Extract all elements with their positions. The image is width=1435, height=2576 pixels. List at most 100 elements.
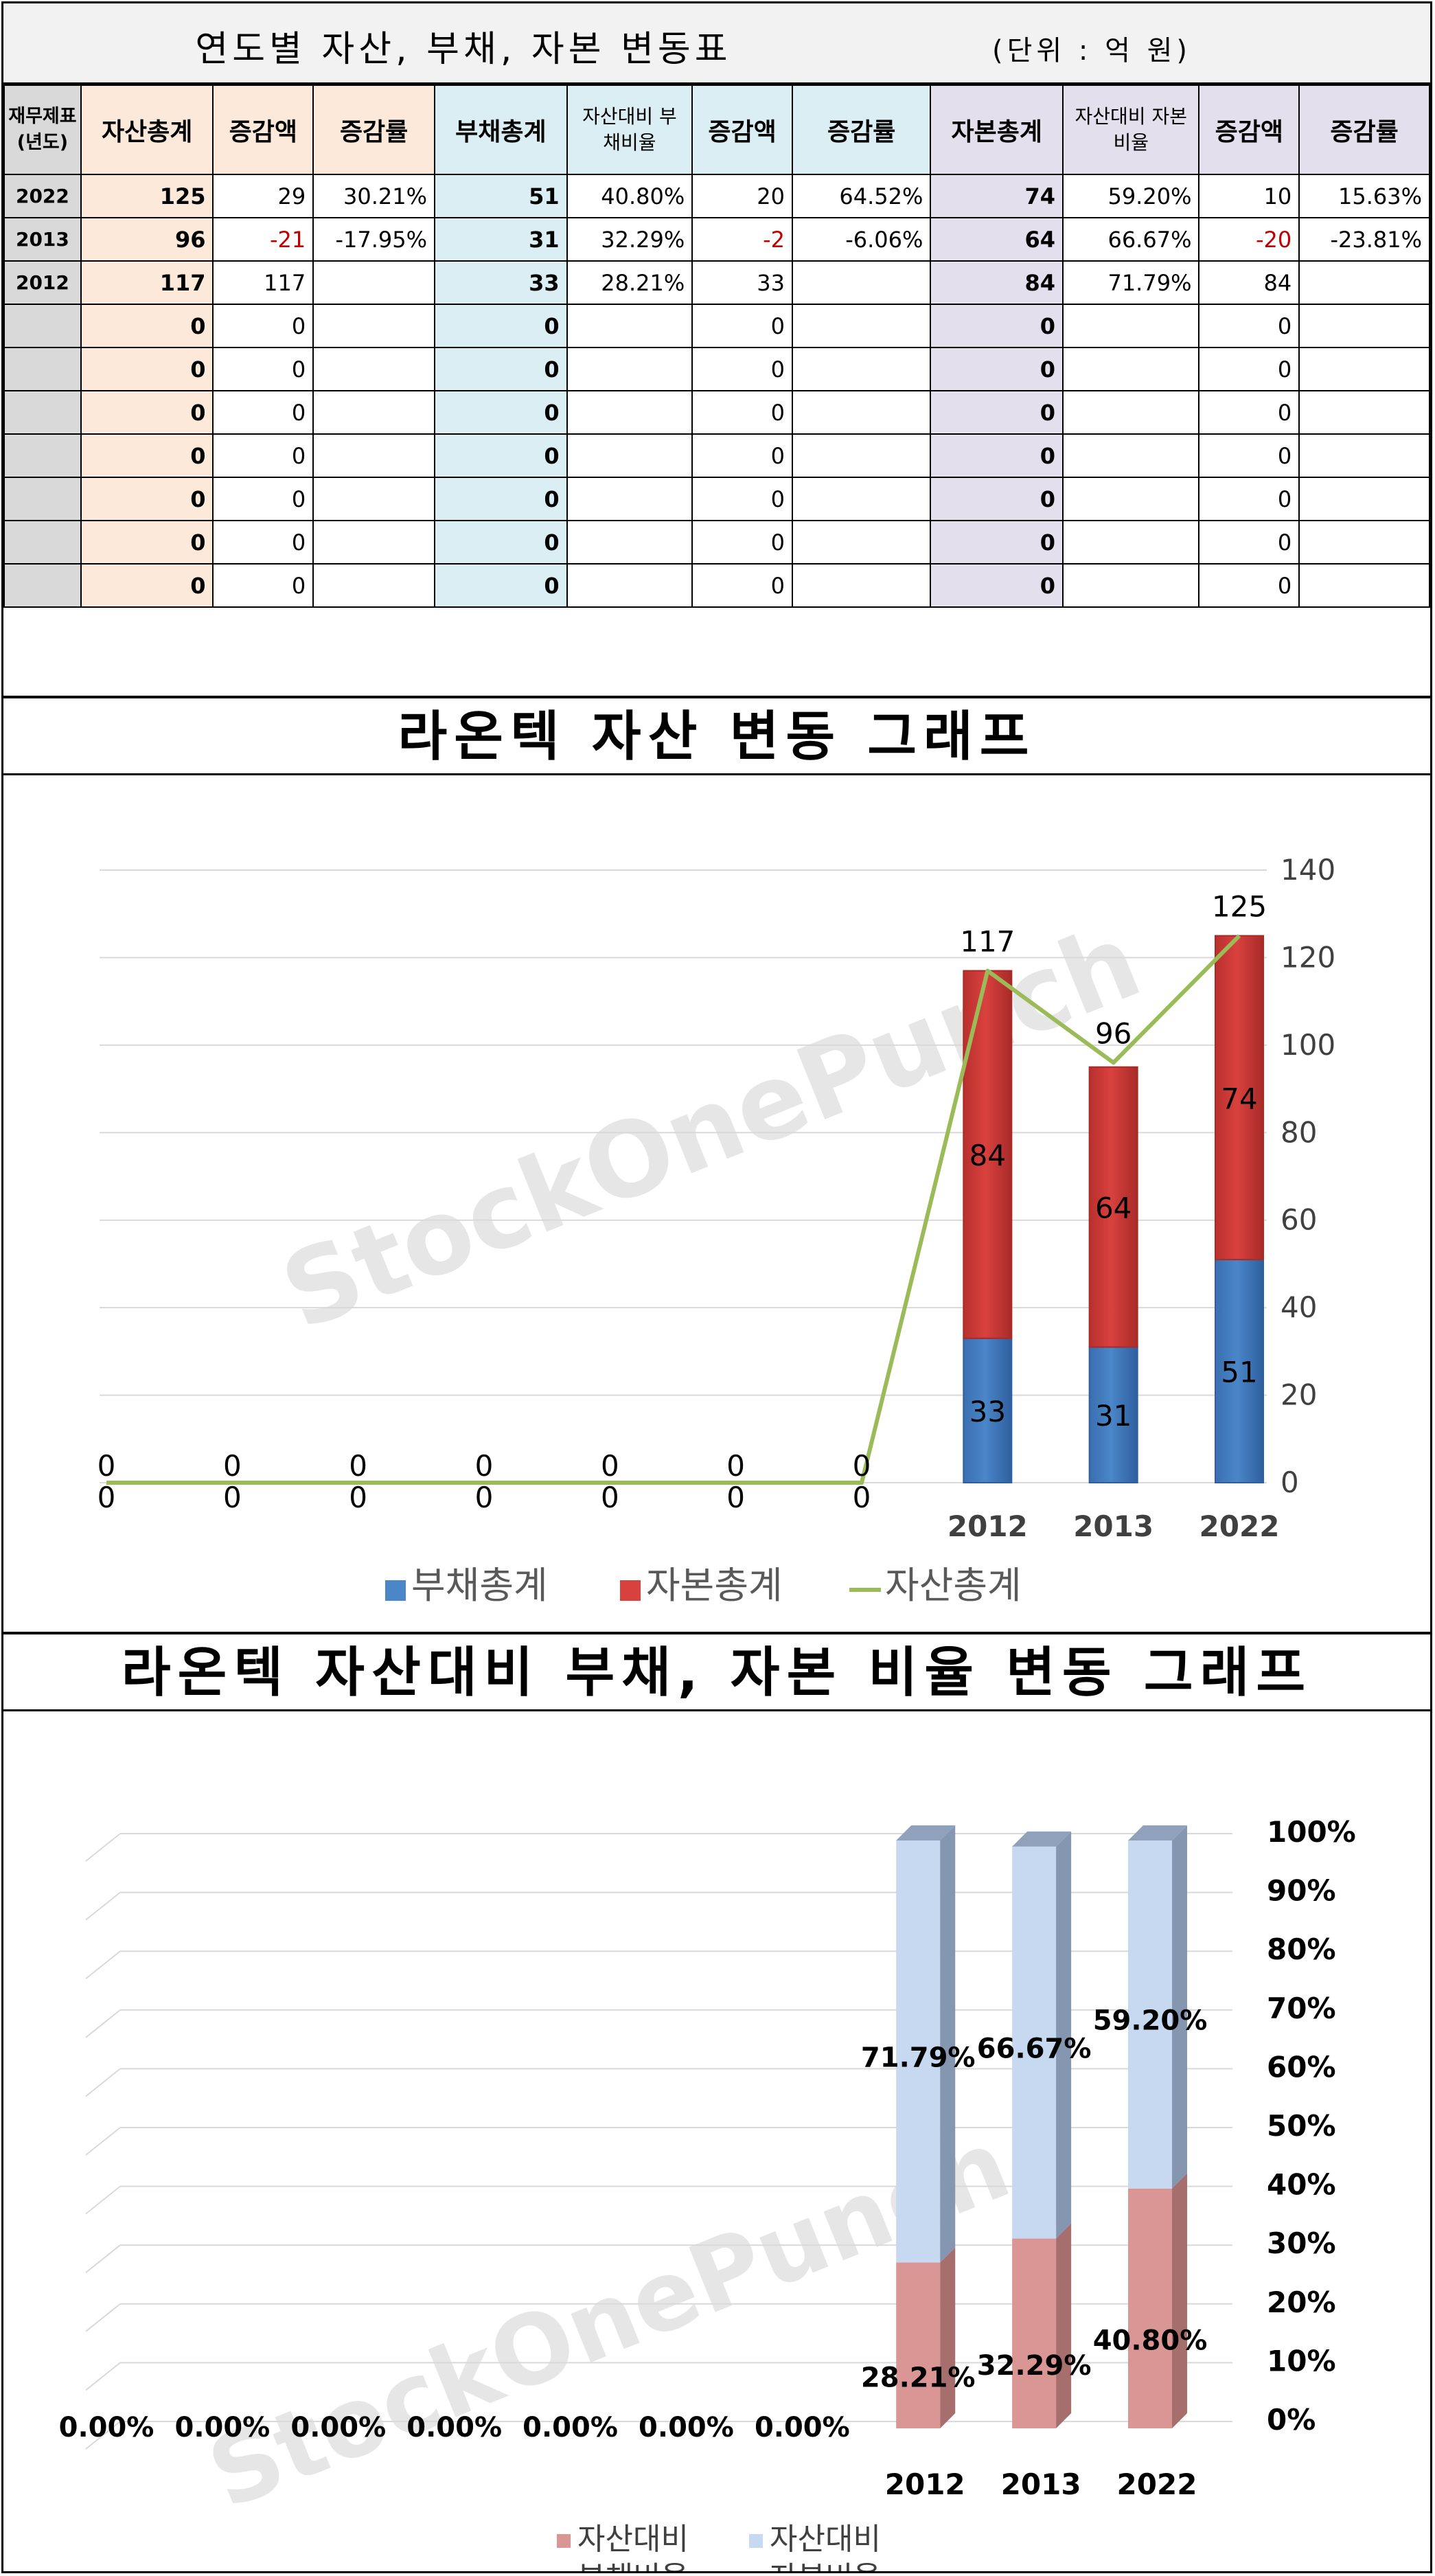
bar-debt-ratio-label: 32.29% bbox=[977, 2350, 1092, 2382]
cell-asset-rate bbox=[312, 563, 436, 608]
bar-debt-ratio-label: 0.00% bbox=[174, 2412, 270, 2443]
bar-data-label: 0 bbox=[726, 1481, 745, 1514]
table-header-row: 재무제표(년도) 자산총계 증감액 증감률 부채총계 자산대비 부채비율 증감액… bbox=[3, 84, 1430, 175]
y-tick-label: 0 bbox=[1281, 1466, 1299, 1499]
line-data-label: 0 bbox=[475, 1449, 494, 1483]
line-data-label: 0 bbox=[223, 1449, 242, 1483]
cell-year bbox=[3, 563, 82, 608]
y-tick-label: 50% bbox=[1267, 2109, 1336, 2143]
y-tick-label: 120 bbox=[1281, 940, 1335, 974]
cell-debt-change: 33 bbox=[691, 260, 793, 305]
cell-equity-rate bbox=[1298, 390, 1430, 435]
line-data-label: 0 bbox=[349, 1449, 367, 1483]
y-tick-label: 90% bbox=[1267, 1874, 1336, 1908]
cell-equity-change: 0 bbox=[1198, 304, 1300, 348]
bar-debt-ratio-label: 40.80% bbox=[1093, 2325, 1208, 2356]
cell-debt-rate bbox=[791, 563, 932, 608]
bar-equity-ratio bbox=[896, 1840, 941, 2263]
cell-equity-rate bbox=[1298, 304, 1430, 348]
gridline-depth bbox=[85, 2244, 121, 2273]
y-tick-label: 20% bbox=[1267, 2286, 1336, 2319]
cell-debt-ratio bbox=[566, 563, 693, 608]
cell-debt-rate bbox=[791, 520, 932, 565]
cell-debt-rate bbox=[791, 433, 932, 478]
line-data-label: 125 bbox=[1212, 890, 1267, 924]
ratio-chart-section: 라온텍 자산대비 부채, 자본 비율 변동 그래프 StockOnePunch 0… bbox=[1, 1632, 1432, 2573]
bar-debt-ratio-label: 28.21% bbox=[861, 2362, 976, 2393]
cell-equity-rate bbox=[1298, 477, 1430, 521]
header-asset-rate: 증감률 bbox=[312, 84, 436, 175]
cell-debt-total: 0 bbox=[434, 347, 568, 391]
cell-debt-ratio: 32.29% bbox=[566, 217, 693, 262]
cell-year bbox=[3, 433, 82, 478]
cell-asset-total: 96 bbox=[80, 217, 214, 262]
cell-debt-total: 0 bbox=[434, 563, 568, 608]
cell-debt-change: 0 bbox=[691, 390, 793, 435]
asset-chart-section: 라온텍 자산 변동 그래프 StockOnePunch 0 20 40 60 80 100 1… bbox=[1, 696, 1432, 1634]
bar-debt-ratio bbox=[1012, 2238, 1057, 2428]
bar-debt-label: 31 bbox=[1095, 1399, 1132, 1433]
y-tick-label: 80% bbox=[1267, 1933, 1336, 1966]
cell-equity-ratio bbox=[1062, 433, 1200, 478]
table-row: 2012 117 117 33 28.21% 33 84 71.79% 84 bbox=[3, 260, 1430, 305]
bar-equity-label: 74 bbox=[1221, 1082, 1257, 1115]
cell-equity-rate bbox=[1298, 433, 1430, 478]
header-year: 재무제표(년도) bbox=[3, 84, 82, 175]
y-tick-label: 100 bbox=[1281, 1028, 1335, 1062]
cell-equity-total: 0 bbox=[930, 477, 1064, 521]
bar-equity-ratio-side bbox=[1056, 1831, 1072, 2239]
cell-asset-rate bbox=[312, 390, 436, 435]
y-tick-label: 10% bbox=[1267, 2344, 1336, 2378]
cell-debt-change: 0 bbox=[691, 477, 793, 521]
bar-equity-ratio-label: 71.79% bbox=[861, 2042, 976, 2073]
bar-equity-label: 84 bbox=[969, 1139, 1006, 1172]
cell-asset-rate bbox=[312, 347, 436, 391]
x-tick-label: 2022 bbox=[1199, 1509, 1280, 1543]
header-asset-total: 자산총계 bbox=[80, 84, 214, 175]
cell-debt-change: -2 bbox=[691, 217, 793, 262]
bar-equity-ratio-label: 66.67% bbox=[977, 2033, 1092, 2064]
cell-debt-rate bbox=[791, 477, 932, 521]
cell-equity-total: 0 bbox=[930, 390, 1064, 435]
cell-asset-change: 117 bbox=[212, 260, 314, 305]
bar-data-label: 0 bbox=[97, 1481, 116, 1514]
cell-year bbox=[3, 347, 82, 391]
cell-equity-change: -20 bbox=[1198, 217, 1300, 262]
cell-asset-rate: 30.21% bbox=[312, 174, 436, 218]
cell-debt-total: 51 bbox=[434, 174, 568, 218]
line-data-label: 0 bbox=[97, 1449, 116, 1483]
cell-equity-change: 0 bbox=[1198, 520, 1300, 565]
bar-data-label: 0 bbox=[475, 1481, 494, 1514]
line-data-label: 0 bbox=[726, 1449, 745, 1483]
gridline-depth bbox=[85, 1891, 121, 1921]
gridline-depth bbox=[85, 1833, 121, 1862]
cell-asset-rate: -17.95% bbox=[312, 217, 436, 262]
bar-equity-ratio-side bbox=[1172, 1825, 1187, 2189]
cell-equity-change: 0 bbox=[1198, 477, 1300, 521]
cell-debt-change: 0 bbox=[691, 304, 793, 348]
table-row: 2013 96 -21 -17.95% 31 32.29% -2 -6.06% 64 66.67%… bbox=[3, 217, 1430, 262]
cell-debt-rate bbox=[791, 390, 932, 435]
cell-debt-total: 0 bbox=[434, 477, 568, 521]
cell-equity-total: 0 bbox=[930, 433, 1064, 478]
cell-asset-change: 29 bbox=[212, 174, 314, 218]
legend-label-debt: 부채총계 bbox=[411, 1564, 548, 1607]
header-equity-total: 자본총계 bbox=[930, 84, 1064, 175]
bar-debt-label: 51 bbox=[1221, 1356, 1257, 1389]
cell-debt-rate bbox=[791, 347, 932, 391]
cell-debt-ratio: 40.80% bbox=[566, 174, 693, 218]
cell-asset-rate bbox=[312, 304, 436, 348]
finance-table: 재무제표(년도) 자산총계 증감액 증감률 부채총계 자산대비 부채비율 증감액… bbox=[3, 84, 1430, 608]
bar-debt-ratio bbox=[1128, 2188, 1172, 2428]
bar-debt-ratio-label: 0.00% bbox=[639, 2412, 734, 2443]
legend-label-equity: 자본총계 bbox=[646, 1564, 783, 1607]
x-tick-label: 2013 bbox=[1001, 2467, 1081, 2501]
gridline-depth bbox=[85, 2185, 121, 2215]
cell-debt-ratio bbox=[566, 477, 693, 521]
cell-debt-change: 20 bbox=[691, 174, 793, 218]
cell-asset-rate bbox=[312, 520, 436, 565]
bar-debt-ratio-label: 0.00% bbox=[290, 2412, 386, 2443]
